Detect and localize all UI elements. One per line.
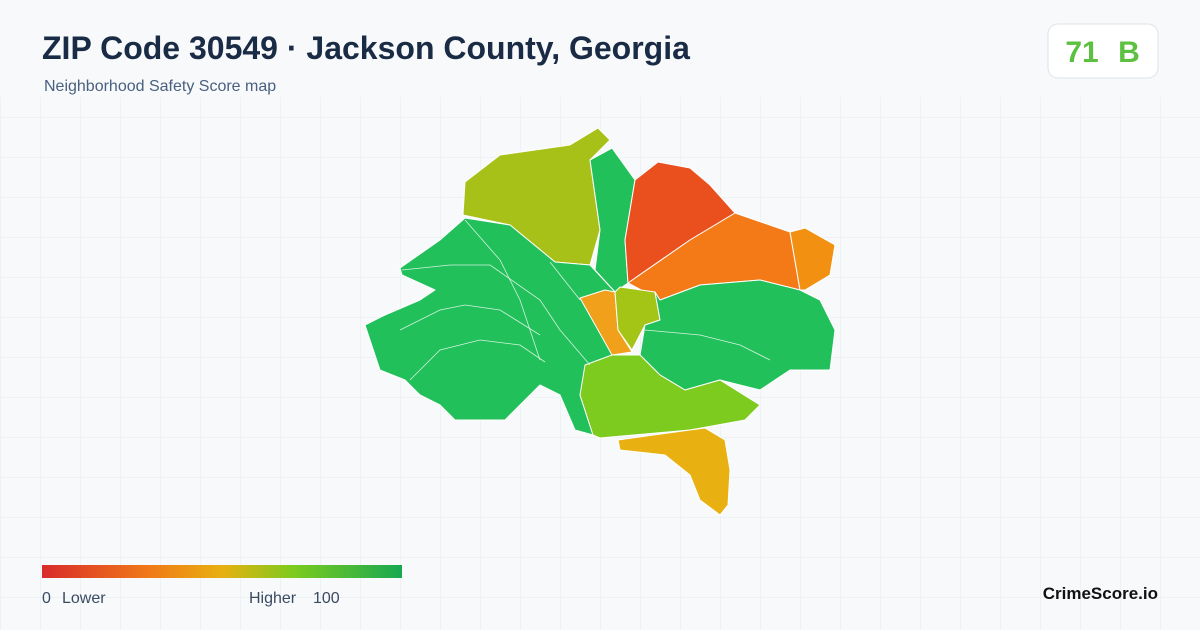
legend-min-label: Lower (62, 590, 106, 607)
boundary (644, 329, 771, 361)
region (639, 279, 836, 391)
brand: CrimeScore.io (1043, 584, 1158, 603)
region (579, 289, 633, 356)
boundary (549, 261, 581, 301)
boundary (399, 304, 541, 336)
score-grade: B (1118, 36, 1140, 69)
legend-max: 100 (313, 590, 340, 607)
region (617, 427, 731, 516)
score-badge (1047, 23, 1159, 79)
legend-gradient (42, 565, 402, 578)
boundary (464, 219, 541, 361)
legend-max-label: Higher (249, 590, 297, 607)
region (579, 354, 761, 439)
subtitle: Neighborhood Safety Score map (44, 78, 276, 95)
boundary (409, 339, 546, 381)
region (364, 217, 631, 436)
boundary (401, 264, 591, 366)
legend-min: 0 (42, 590, 51, 607)
title: ZIP Code 30549 · Jackson County, Georgia (42, 30, 690, 66)
zip-map (364, 127, 836, 516)
score-value: 71 (1065, 36, 1098, 69)
